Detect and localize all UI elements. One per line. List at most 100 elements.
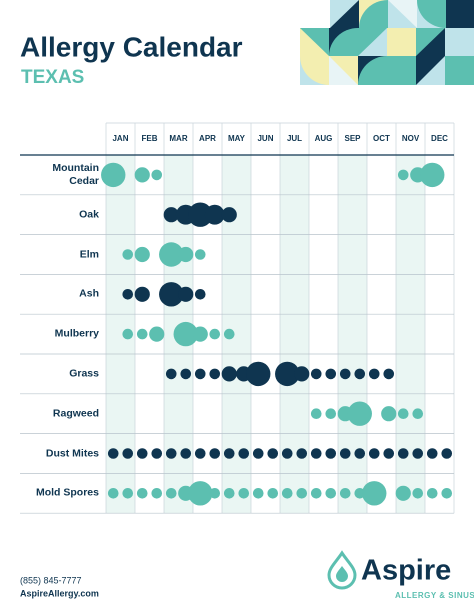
intensity-dot (188, 202, 213, 227)
allergen-label: Mulberry (54, 327, 99, 340)
intensity-dot (412, 408, 424, 420)
intensity-dot (252, 448, 264, 459)
month-label: OCT (373, 134, 390, 143)
brand: Aspire (361, 555, 451, 587)
intensity-dot (267, 448, 279, 459)
intensity-dot (368, 368, 380, 380)
intensity-dot (252, 488, 264, 499)
intensity-dot (165, 368, 177, 380)
intensity-dot (310, 448, 322, 459)
intensity-dot (194, 368, 206, 380)
allergen-label: Mold Spores (35, 486, 99, 499)
intensity-dot (354, 448, 366, 459)
intensity-dot (204, 204, 225, 225)
allergen-label: Mountain Cedar (52, 161, 99, 187)
column-shade (280, 155, 309, 514)
intensity-dot (134, 167, 150, 183)
intensity-dot (397, 169, 409, 181)
intensity-dot (281, 488, 293, 499)
month-label: APR (199, 134, 216, 143)
intensity-dot (395, 485, 411, 501)
intensity-dot (339, 488, 351, 499)
allergen-label: Grass (69, 367, 99, 380)
month-label: MAY (228, 134, 246, 143)
intensity-dot (325, 368, 337, 380)
allergen-label: Ragweed (52, 407, 99, 420)
intensity-dot (136, 448, 148, 459)
intensity-dot (180, 448, 192, 459)
intensity-dot (209, 368, 221, 380)
intensity-dot (310, 408, 322, 420)
intensity-dot (325, 488, 337, 499)
intensity-dot (441, 488, 453, 499)
intensity-dot (149, 326, 165, 342)
intensity-dot (412, 488, 424, 499)
intensity-dot (101, 162, 126, 188)
tagline: ALLERGY & SINUS (395, 591, 474, 600)
intensity-dot (368, 448, 380, 459)
intensity-dot (209, 328, 221, 340)
intensity-dot (223, 488, 235, 499)
intensity-dot (134, 286, 150, 302)
intensity-dot (441, 448, 453, 459)
intensity-dot (339, 368, 351, 380)
phone: (855) 845-7777 (20, 575, 82, 585)
intensity-dot (325, 448, 337, 459)
intensity-dot (159, 282, 184, 307)
subtitle: TEXAS (21, 67, 84, 88)
intensity-dot (122, 448, 134, 459)
intensity-dot (310, 368, 322, 380)
intensity-dot (246, 361, 271, 387)
intensity-dot (134, 246, 150, 263)
intensity-dot (420, 162, 445, 188)
intensity-dot (173, 321, 198, 347)
intensity-dot (296, 448, 308, 459)
intensity-dot (294, 366, 310, 382)
intensity-dot (354, 368, 366, 380)
intensity-dot (165, 488, 177, 499)
intensity-dot (325, 408, 337, 420)
intensity-dot (296, 488, 308, 499)
month-label: JUL (287, 134, 302, 143)
intensity-dot (223, 328, 235, 340)
intensity-dot (426, 448, 438, 459)
intensity-dot (397, 408, 409, 420)
logo-icon (327, 550, 357, 590)
intensity-dot (165, 448, 177, 459)
intensity-dot (281, 448, 293, 459)
intensity-dot (209, 448, 221, 459)
intensity-dot (383, 448, 395, 459)
intensity-dot (275, 361, 300, 387)
decor-pattern (300, 0, 474, 85)
intensity-dot (194, 249, 206, 260)
month-label: JUN (257, 134, 273, 143)
intensity-dot (412, 448, 424, 459)
intensity-dot (122, 328, 134, 340)
allergen-label: Dust Mites (45, 447, 99, 459)
intensity-dot (194, 289, 206, 300)
intensity-dot (267, 488, 279, 499)
intensity-dot (221, 366, 237, 382)
intensity-dot (238, 488, 250, 499)
column-shade (338, 155, 367, 514)
column-shade (396, 155, 425, 514)
intensity-dot (163, 207, 179, 223)
intensity-dot (397, 448, 409, 459)
website: AspireAllergy.com (20, 588, 99, 598)
intensity-dot (223, 448, 235, 459)
intensity-dot (122, 488, 134, 499)
intensity-dot (209, 488, 221, 499)
month-label: SEP (344, 134, 361, 143)
allergen-label: Oak (79, 208, 99, 221)
intensity-dot (426, 488, 438, 499)
month-label: NOV (402, 134, 420, 143)
intensity-dot (136, 488, 148, 499)
intensity-dot (159, 242, 184, 267)
intensity-dot (310, 488, 322, 499)
intensity-dot (122, 289, 134, 300)
intensity-dot (221, 207, 237, 223)
intensity-dot (192, 326, 208, 342)
logo-icon-inner (336, 566, 348, 582)
